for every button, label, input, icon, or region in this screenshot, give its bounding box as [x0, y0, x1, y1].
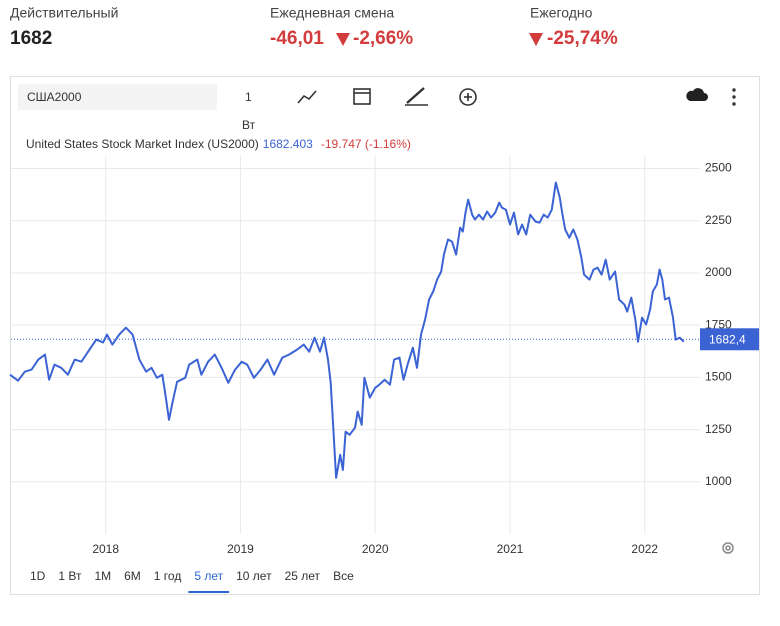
stat-value: -46,01 — [270, 28, 324, 49]
y-tick-label: 2500 — [705, 161, 732, 175]
legend-value: 1682.403 — [263, 137, 313, 151]
x-tick-label: 2020 — [362, 542, 389, 556]
range-button[interactable]: 1 год — [154, 569, 182, 583]
symbol-text: США2000 — [27, 90, 82, 104]
range-button[interactable]: Все — [333, 569, 354, 583]
plot: 1000 1250 1500 1750 2000 2250 2500 2018 2019 2020… — [9, 156, 759, 556]
x-tick-label: 2021 — [497, 542, 524, 556]
range-button[interactable]: 1D — [30, 569, 46, 583]
price-line — [9, 181, 685, 479]
legend-name: United States Stock Market Index (US2000… — [26, 137, 259, 151]
settings-icon[interactable] — [722, 542, 734, 554]
chart-frame — [10, 76, 760, 595]
x-tick-label: 2019 — [227, 542, 254, 556]
draw-icon[interactable] — [406, 87, 425, 104]
x-tick-label: 2022 — [631, 542, 658, 556]
y-tick-label: 1000 — [705, 474, 732, 488]
interval-unit: Вт — [242, 118, 256, 132]
stat-label: Ежедневная смена — [270, 5, 394, 21]
range-button[interactable]: 25 лет — [285, 569, 321, 583]
stat-value: 1682 — [10, 28, 52, 49]
calendar-icon[interactable] — [353, 88, 371, 105]
stat-change: -2,66% — [353, 28, 413, 49]
download-icon[interactable] — [686, 88, 708, 101]
stat-label: Ежегодно — [530, 5, 593, 21]
indicator-icon[interactable] — [297, 90, 317, 104]
stat-change: -25,74% — [547, 28, 618, 49]
last-price-label: 1682,4 — [709, 332, 746, 346]
y-tick-label: 1500 — [705, 370, 732, 384]
down-arrow — [336, 33, 350, 46]
active-underline — [188, 591, 230, 593]
y-tick-label: 1750 — [705, 317, 732, 331]
symbol-input[interactable] — [18, 84, 217, 110]
range-button[interactable]: 5 лет — [194, 569, 223, 583]
down-arrow — [529, 33, 543, 46]
x-tick-label: 2018 — [92, 542, 119, 556]
last-price-tag — [700, 328, 759, 351]
y-tick-label: 1250 — [705, 422, 732, 436]
menu-icon[interactable] — [732, 88, 736, 106]
add-icon[interactable] — [459, 88, 477, 106]
range-button[interactable]: 1M — [94, 569, 111, 583]
range-buttons: 1D 1 Вт 1M 6M 1 год 5 лет 10 лет 25 лет Все — [30, 569, 354, 593]
stat-label: Действительный — [10, 5, 118, 21]
y-tick-label: 2000 — [705, 265, 732, 279]
toolbar-icons — [297, 87, 477, 106]
legend-change: -19.747 (-1.16%) — [321, 137, 411, 151]
range-button[interactable]: 1 Вт — [58, 569, 82, 583]
range-button[interactable]: 6M — [124, 569, 141, 583]
y-tick-label: 2250 — [705, 213, 732, 227]
interval[interactable]: 1 — [245, 90, 252, 104]
range-button[interactable]: 10 лет — [236, 569, 272, 583]
